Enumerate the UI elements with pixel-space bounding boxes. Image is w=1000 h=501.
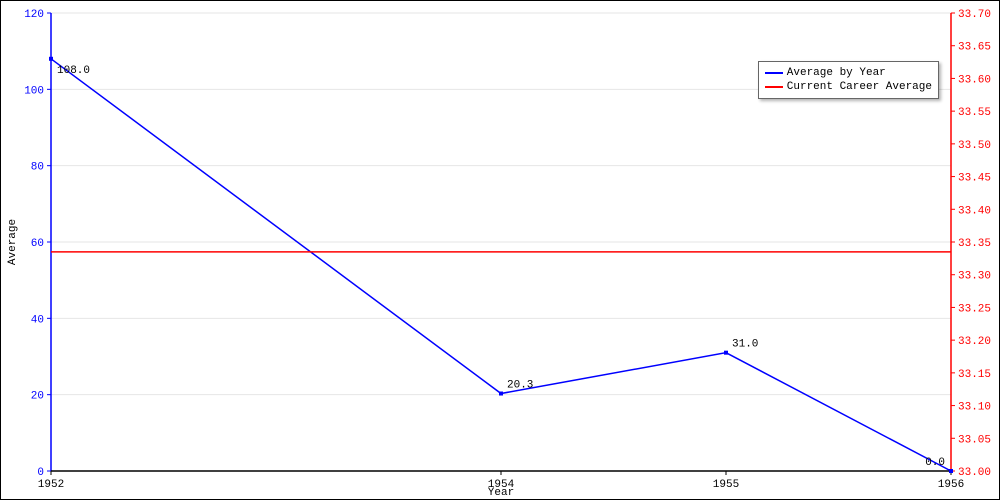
svg-text:20.3: 20.3 xyxy=(507,380,533,392)
svg-text:33.50: 33.50 xyxy=(958,140,991,152)
legend-item: Average by Year xyxy=(765,66,932,80)
svg-text:0.0: 0.0 xyxy=(925,457,945,469)
svg-text:33.30: 33.30 xyxy=(958,271,991,283)
svg-text:33.10: 33.10 xyxy=(958,402,991,414)
svg-text:33.00: 33.00 xyxy=(958,467,991,479)
svg-text:120: 120 xyxy=(24,9,44,21)
svg-text:33.60: 33.60 xyxy=(958,74,991,86)
legend-label: Current Career Average xyxy=(787,80,932,94)
svg-text:1955: 1955 xyxy=(713,479,739,491)
svg-text:33.05: 33.05 xyxy=(958,434,991,446)
svg-text:33.20: 33.20 xyxy=(958,336,991,348)
svg-text:33.45: 33.45 xyxy=(958,173,991,185)
svg-text:40: 40 xyxy=(31,314,44,326)
legend-label: Average by Year xyxy=(787,66,886,80)
svg-text:33.15: 33.15 xyxy=(958,369,991,381)
svg-text:33.65: 33.65 xyxy=(958,42,991,54)
svg-text:31.0: 31.0 xyxy=(732,339,758,351)
svg-text:33.40: 33.40 xyxy=(958,205,991,217)
svg-text:33.55: 33.55 xyxy=(958,107,991,119)
svg-text:1956: 1956 xyxy=(938,479,964,491)
svg-text:33.70: 33.70 xyxy=(958,9,991,21)
svg-text:33.25: 33.25 xyxy=(958,303,991,315)
svg-text:100: 100 xyxy=(24,85,44,97)
svg-text:80: 80 xyxy=(31,162,44,174)
svg-text:Year: Year xyxy=(488,487,514,499)
svg-text:60: 60 xyxy=(31,238,44,250)
svg-text:20: 20 xyxy=(31,391,44,403)
svg-text:Average: Average xyxy=(7,219,19,265)
svg-text:33.35: 33.35 xyxy=(958,238,991,250)
chart-legend: Average by YearCurrent Career Average xyxy=(758,61,939,99)
legend-item: Current Career Average xyxy=(765,80,932,94)
svg-text:0: 0 xyxy=(37,467,44,479)
chart-container: 0 20 40 60 80 100 120 33.00 33.05 33.10 33.15 33.20… xyxy=(0,0,1000,500)
svg-text:1952: 1952 xyxy=(38,479,64,491)
legend-swatch xyxy=(765,72,783,74)
legend-swatch xyxy=(765,86,783,88)
svg-text:108.0: 108.0 xyxy=(57,65,90,77)
